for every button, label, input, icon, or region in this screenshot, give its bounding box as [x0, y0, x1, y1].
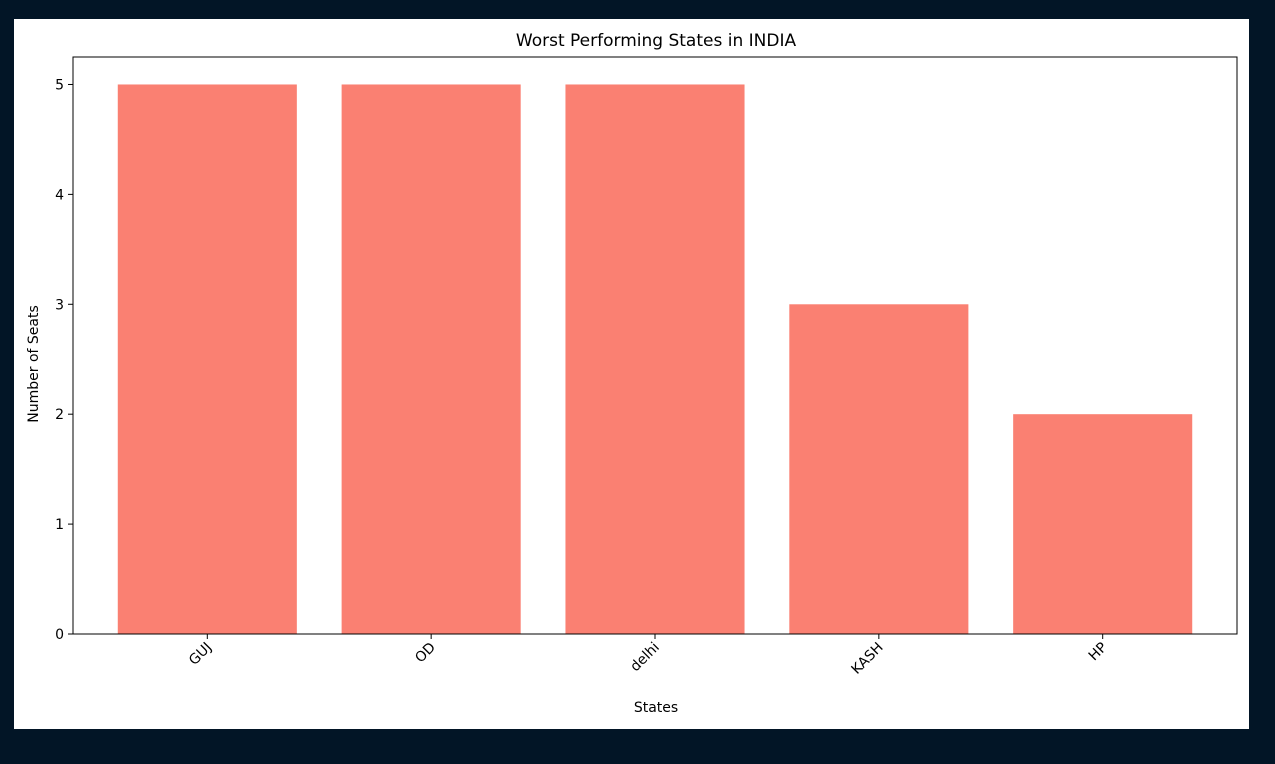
y-axis-label: Number of Seats [26, 305, 42, 423]
x-tick-label: GUJ [186, 640, 215, 669]
x-axis: GUJ OD delhi KASH HP [186, 634, 1111, 678]
chart-title: Worst Performing States in INDIA [516, 31, 797, 51]
bar-kash [789, 304, 969, 634]
y-axis: 0 1 2 3 4 5 [55, 77, 73, 643]
x-tick-label: KASH [849, 640, 887, 678]
bar-chart: Worst Performing States in INDIA 012345 … [26, 31, 1238, 716]
x-axis-label: States [634, 700, 678, 716]
bars-group [117, 84, 1193, 634]
bar-guj [117, 84, 297, 634]
bar-hp [1013, 414, 1193, 634]
y-tick-label: 1 [55, 517, 64, 533]
y-tick-label: 3 [55, 297, 64, 313]
bar-od [341, 84, 521, 634]
x-tick-label: delhi [627, 640, 662, 675]
y-tick-label: 5 [55, 77, 64, 93]
plot-area-frame [72, 56, 1238, 635]
y-tick-label: 4 [55, 187, 64, 203]
y-tick-label: 2 [55, 407, 64, 423]
x-tick-label: OD [412, 640, 439, 667]
x-tick-label: HP [1086, 640, 1111, 665]
bar-delhi [565, 84, 745, 634]
y-tick-label: 0 [55, 627, 64, 643]
